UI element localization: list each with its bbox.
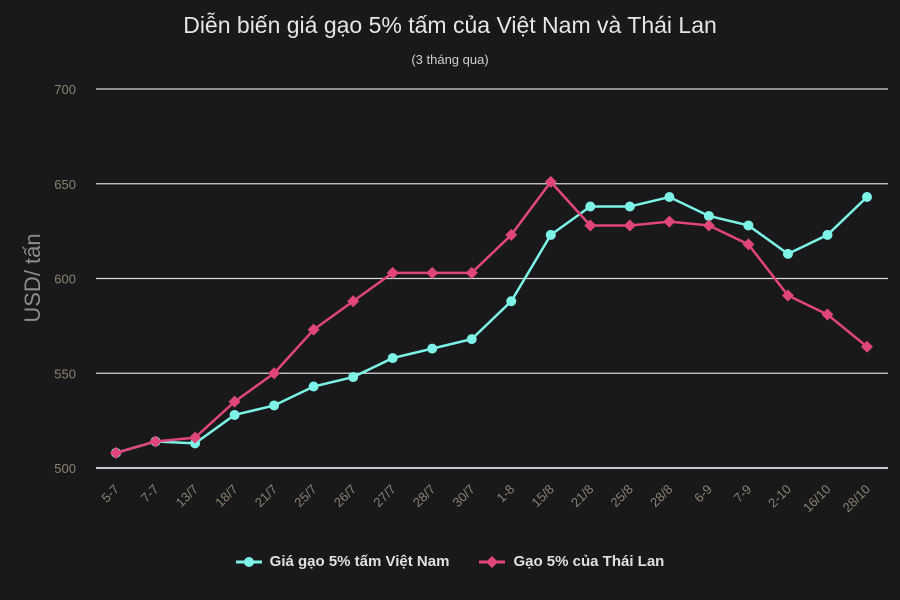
x-tick-label: 25/8 xyxy=(607,482,636,511)
data-point[interactable] xyxy=(386,266,399,279)
data-point[interactable] xyxy=(228,395,241,408)
data-point[interactable] xyxy=(545,229,556,240)
x-tick-label: 7-9 xyxy=(731,482,755,506)
data-point[interactable] xyxy=(781,289,794,302)
x-tick-label: 28/8 xyxy=(647,482,676,511)
data-point[interactable] xyxy=(308,381,319,392)
data-point[interactable] xyxy=(663,215,676,228)
y-tick-label: 700 xyxy=(54,82,76,97)
data-point[interactable] xyxy=(347,295,360,308)
x-tick-label: 18/7 xyxy=(212,482,241,511)
data-point[interactable] xyxy=(466,334,477,345)
data-point[interactable] xyxy=(348,372,359,383)
x-tick-label: 30/7 xyxy=(449,482,478,511)
data-point[interactable] xyxy=(427,343,438,354)
data-point[interactable] xyxy=(506,296,517,307)
x-tick-label: 21/7 xyxy=(252,482,281,511)
x-tick-label: 16/10 xyxy=(800,482,834,516)
series-line xyxy=(115,195,868,455)
data-point[interactable] xyxy=(743,220,754,231)
chart-title: Diễn biến giá gạo 5% tấm của Việt Nam và… xyxy=(183,12,717,38)
data-point[interactable] xyxy=(664,192,675,203)
y-tick-label: 500 xyxy=(54,461,76,476)
x-tick-label: 2-10 xyxy=(765,482,794,511)
x-tick-label: 28/7 xyxy=(410,482,439,511)
x-tick-label: 28/10 xyxy=(840,482,874,516)
x-tick-label: 21/8 xyxy=(568,482,597,511)
y-tick-label: 600 xyxy=(54,272,76,287)
series-line xyxy=(115,179,868,455)
y-tick-label: 550 xyxy=(54,366,76,381)
x-tick-label: 27/7 xyxy=(370,482,399,511)
x-tick-label: 26/7 xyxy=(331,482,360,511)
series-vietnam xyxy=(111,192,872,458)
data-point[interactable] xyxy=(387,353,398,364)
data-point[interactable] xyxy=(862,192,872,203)
y-tick-label: 650 xyxy=(54,177,76,192)
x-tick-label: 1-8 xyxy=(493,482,517,506)
legend: Giá gạo 5% tấm Việt Nam Gạo 5% của Thái … xyxy=(0,553,900,570)
x-tick-label: 5-7 xyxy=(98,482,122,506)
data-point[interactable] xyxy=(269,400,280,411)
data-point[interactable] xyxy=(584,219,597,232)
data-point[interactable] xyxy=(702,219,715,232)
data-point[interactable] xyxy=(624,201,635,212)
data-point[interactable] xyxy=(821,308,834,321)
data-point[interactable] xyxy=(822,229,833,240)
data-point[interactable] xyxy=(623,219,636,232)
legend-label: Gạo 5% của Thái Lan xyxy=(513,553,665,570)
data-point[interactable] xyxy=(426,266,439,279)
data-point[interactable] xyxy=(782,248,793,259)
data-point[interactable] xyxy=(703,210,714,221)
legend-item-vietnam[interactable]: Giá gạo 5% tấm Việt Nam xyxy=(235,553,450,570)
data-point[interactable] xyxy=(861,340,873,353)
data-point[interactable] xyxy=(229,409,240,420)
data-point[interactable] xyxy=(505,228,518,241)
y-axis-label: USD/ tấn xyxy=(20,233,45,322)
data-point[interactable] xyxy=(742,238,755,251)
data-point[interactable] xyxy=(465,266,478,279)
data-point[interactable] xyxy=(585,201,596,212)
x-tick-label: 15/8 xyxy=(528,482,557,511)
data-point[interactable] xyxy=(307,323,320,336)
x-tick-label: 7-7 xyxy=(138,482,162,506)
data-point[interactable] xyxy=(189,431,202,444)
data-point[interactable] xyxy=(268,367,281,380)
chart-subtitle: (3 tháng qua) xyxy=(411,52,489,67)
x-tick-label: 25/7 xyxy=(291,482,320,511)
x-tick-label: 13/7 xyxy=(173,482,202,511)
series-thailand xyxy=(110,175,873,459)
x-tick-label: 6-9 xyxy=(691,482,715,506)
data-point[interactable] xyxy=(544,175,557,188)
legend-label: Giá gạo 5% tấm Việt Nam xyxy=(269,553,450,570)
data-point[interactable] xyxy=(110,446,122,459)
legend-item-thailand[interactable]: Gạo 5% của Thái Lan xyxy=(479,553,664,570)
data-point[interactable] xyxy=(149,435,162,448)
